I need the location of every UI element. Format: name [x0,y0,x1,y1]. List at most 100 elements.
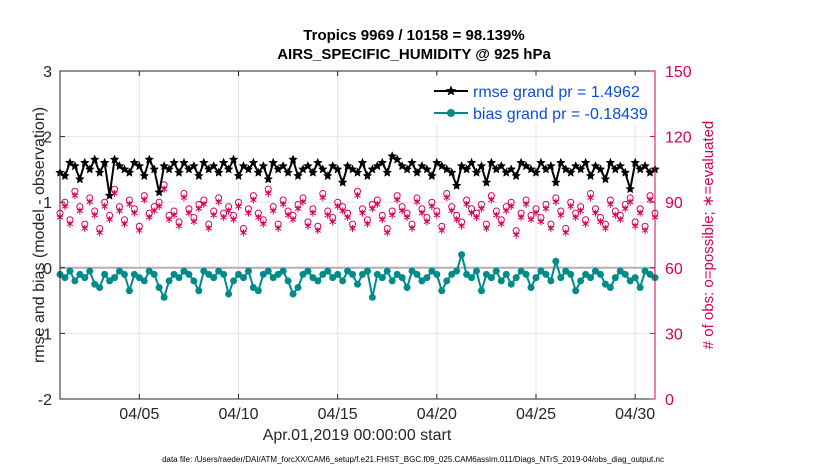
obs-evaluated-point [250,196,257,204]
obs-evaluated-point [210,211,217,219]
rmse-point [322,170,333,181]
asterisk-stroke [91,213,98,218]
asterisk-stroke [131,210,138,216]
obs-evaluated-point [463,200,470,208]
bias-point [145,267,153,275]
asterisk-stroke [468,210,475,216]
bias-point [284,277,292,285]
obs-evaluated-point [264,189,272,197]
obs-evaluated-point [438,227,446,235]
y-right-tick-label: 90 [665,195,683,212]
bias-point [398,274,406,282]
asterisk-stroke [245,210,252,216]
asterisk-stroke [299,200,307,205]
x-tick-label: 04/10 [218,406,258,423]
rmse-point [154,187,165,197]
bias-point [393,270,401,278]
obs-evaluated-point [443,194,451,202]
rmse-point [402,164,413,174]
obs-evaluated-point [517,214,525,222]
legend-bias-marker [447,109,455,117]
legend-rmse-label: rmse grand pr = 1.4962 [473,84,640,101]
obs-evaluated-point [180,194,188,202]
obs-evaluated-point [319,194,327,202]
bias-point [368,293,376,301]
bias-point [592,267,599,275]
bias-point [339,277,347,285]
bias-point [111,274,119,282]
bias-point [388,277,396,285]
bias-point [264,267,272,275]
asterisk-stroke [160,186,168,192]
rmse-point [412,167,422,177]
obs-evaluated-point [205,224,213,232]
obs-evaluated-point [86,198,94,206]
asterisk-stroke [260,221,267,227]
bias-point [567,270,575,278]
asterisk-stroke [612,213,619,218]
rmse-point [104,190,115,200]
rmse-point [228,154,239,164]
rmse-point [382,167,393,177]
obs-evaluated-point [364,220,371,228]
asterisk-stroke [577,208,584,214]
bias-point [165,277,173,285]
rmse-point [99,157,110,168]
asterisk-stroke [250,197,257,203]
bias-point [487,274,495,282]
bias-point [552,257,560,265]
asterisk-stroke [507,204,515,209]
obs-evaluated-point [418,209,426,217]
bias-point [468,274,476,282]
bias-point [120,270,128,278]
rmse-point [407,157,417,168]
obs-evaluated-point [483,224,490,232]
obs-evaluated-point [170,211,178,219]
asterisk-stroke [393,197,401,203]
asterisk-stroke [274,226,282,231]
asterisk-stroke [443,195,451,201]
obs-evaluated-point [621,205,629,213]
rmse-point [555,157,566,168]
obs-evaluated-point [507,203,515,211]
asterisk-stroke [542,206,550,211]
obs-evaluated-point [279,200,287,208]
obs-evaluated-point [557,211,565,219]
asterisk-stroke [329,219,336,225]
asterisk-stroke [111,191,118,196]
rmse-point [342,160,353,171]
bias-point [438,287,446,295]
asterisk-stroke [141,197,148,203]
obs-evaluated-point [552,198,560,206]
y-right-tick-label: 30 [665,326,683,343]
bias-point [71,277,79,285]
asterisk-stroke [552,200,560,205]
asterisk-stroke [602,226,609,231]
footnote: data file: /Users/raeder/DAI/ATM_forcXX/… [162,455,664,464]
obs-evaluated-point [413,198,421,206]
obs-evaluated-point [106,216,113,224]
bias-point [116,267,123,275]
rmse-point [392,154,403,164]
obs-evaluated-point [289,216,297,224]
bias-point [572,287,580,295]
asterisk-stroke [170,213,178,218]
asterisk-stroke [314,228,322,233]
obs-evaluated-point [607,200,614,208]
asterisk-stroke [582,221,589,227]
bias-point [587,274,595,282]
asterisk-stroke [116,208,123,214]
rmse-point [263,174,274,184]
obs-evaluated-point [631,222,639,230]
obs-evaluated-point [344,214,351,222]
asterisk-stroke [537,219,545,225]
obs-evaluated-point [374,200,381,208]
asterisk-stroke [126,202,133,207]
rmse-point [476,160,487,171]
rmse-point [198,157,209,168]
bias-point [413,270,421,278]
bias-point [190,277,198,285]
bias-point [135,274,143,282]
rmse-point [288,154,298,164]
obs-evaluated-point [359,209,366,217]
